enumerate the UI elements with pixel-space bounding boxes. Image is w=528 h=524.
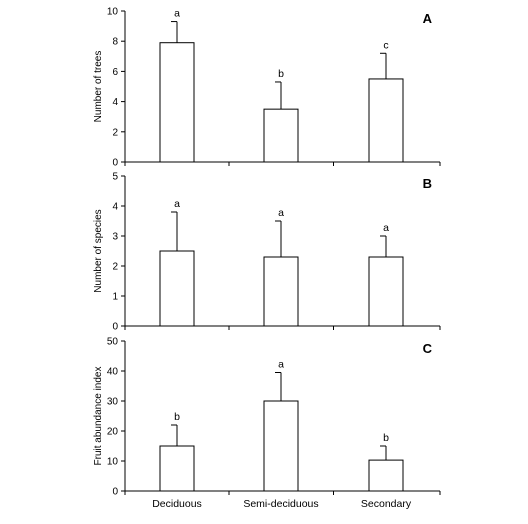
significance-label: a: [174, 8, 180, 20]
significance-label: a: [174, 198, 180, 210]
y-tick-label: 30: [107, 397, 119, 408]
y-tick-label: 40: [107, 367, 119, 378]
panel-label: C: [423, 341, 433, 356]
bar: [368, 78, 404, 163]
significance-label: a: [278, 207, 284, 219]
bar: [159, 250, 195, 327]
significance-label: b: [278, 68, 284, 80]
y-tick-label: 20: [107, 427, 119, 438]
y-tick-label: 1: [112, 292, 118, 303]
y-tick-label: 0: [112, 487, 118, 498]
panel-label: B: [423, 176, 432, 191]
y-axis-label: Number of species: [93, 209, 104, 292]
y-tick-label: 2: [112, 262, 118, 273]
y-tick-label: 50: [107, 337, 119, 348]
bar: [368, 256, 404, 327]
bar: [159, 445, 195, 492]
y-tick-label: 4: [112, 97, 118, 108]
y-tick-label: 6: [112, 67, 118, 78]
significance-label: a: [278, 359, 284, 371]
y-tick-label: 4: [112, 202, 118, 213]
bar: [368, 459, 404, 492]
significance-label: c: [383, 39, 388, 51]
bar: [263, 256, 299, 327]
y-tick-label: 0: [112, 158, 118, 169]
bar: [159, 42, 195, 163]
category-label: Semi-deciduous: [243, 498, 318, 510]
category-label: Secondary: [361, 498, 412, 510]
significance-label: b: [383, 432, 389, 444]
y-axis-label: Fruit abundance index: [93, 367, 104, 466]
y-tick-label: 5: [112, 172, 118, 183]
y-tick-label: 0: [112, 322, 118, 333]
y-tick-label: 3: [112, 232, 118, 243]
significance-label: b: [174, 411, 180, 423]
category-label: Deciduous: [152, 498, 202, 510]
significance-label: a: [383, 222, 389, 234]
y-tick-label: 2: [112, 127, 118, 138]
bar: [263, 108, 299, 163]
panel-label: A: [423, 11, 433, 26]
bar: [263, 400, 299, 492]
y-tick-label: 10: [107, 457, 119, 468]
y-axis-label: Number of trees: [93, 51, 104, 123]
y-tick-label: 10: [107, 7, 119, 18]
y-tick-label: 8: [112, 37, 118, 48]
